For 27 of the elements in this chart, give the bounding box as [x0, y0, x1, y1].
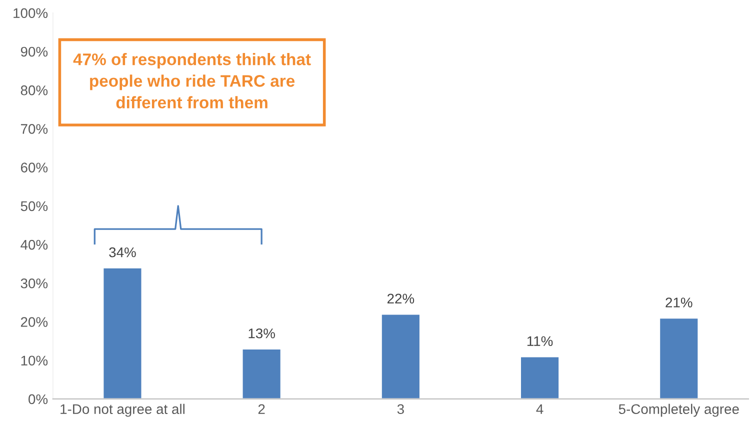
- annotation: 47% of respondents think that people who ride TARC are different from them: [73, 53, 311, 108]
- y-tick-label: 50%: [20, 201, 48, 212]
- x-tick-label: 3: [397, 404, 404, 414]
- data-label: 22%: [387, 294, 414, 304]
- y-tick-label: 0%: [28, 394, 48, 404]
- y-tick-label: 10%: [21, 356, 48, 366]
- x-tick-label: 4: [536, 404, 544, 414]
- y-tick-label: 30%: [20, 278, 48, 288]
- y-tick-label: 60%: [20, 162, 48, 172]
- bar: [380, 313, 421, 399]
- x-tick-label: 2: [258, 404, 265, 414]
- bar: [241, 348, 282, 399]
- bar: [658, 317, 700, 399]
- y-tick-label: 40%: [20, 240, 48, 250]
- y-tick-label: 80%: [20, 85, 48, 96]
- y-tick-label: 70%: [20, 124, 48, 134]
- data-label: 21%: [666, 298, 692, 308]
- x-tick-label: 5-Completely agree: [618, 404, 739, 417]
- y-tick-label: 90%: [20, 46, 48, 57]
- data-label: 11%: [527, 336, 553, 346]
- y-tick-label: 100%: [14, 8, 48, 18]
- x-tick-label: 1-Do not agree at all: [60, 404, 184, 417]
- bar: [102, 267, 143, 399]
- data-label: 34%: [109, 247, 136, 258]
- y-tick-label: 20%: [20, 317, 48, 327]
- data-label: 13%: [248, 328, 275, 338]
- bar: [520, 356, 560, 399]
